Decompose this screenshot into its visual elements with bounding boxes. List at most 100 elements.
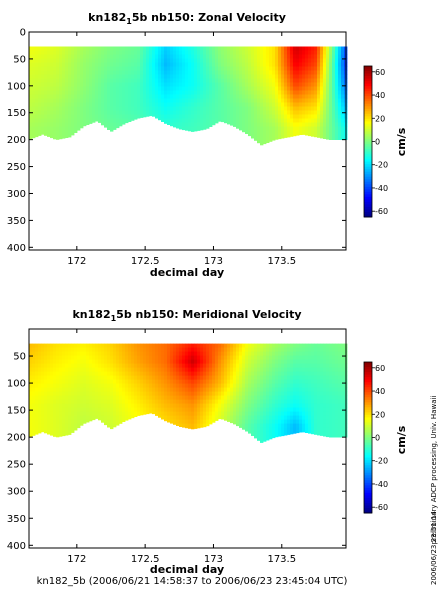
heatmap-cell xyxy=(251,74,255,79)
heatmap-cell xyxy=(50,50,54,55)
heatmap-cell xyxy=(173,355,177,360)
heatmap-cell xyxy=(272,118,276,123)
heatmap-cell xyxy=(248,134,252,137)
heatmap-cell xyxy=(257,399,261,404)
heatmap-cell xyxy=(188,375,192,380)
heatmap-cell xyxy=(47,62,51,67)
heatmap-cell xyxy=(47,371,51,376)
heatmap-cell xyxy=(335,106,339,111)
heatmap-cell xyxy=(257,423,261,428)
heatmap-cell xyxy=(176,359,180,364)
heatmap-cell xyxy=(254,435,258,439)
heatmap-cell xyxy=(116,347,120,352)
heatmap-cell xyxy=(209,106,213,111)
heatmap-cell xyxy=(248,407,252,412)
heatmap-cell xyxy=(47,74,51,79)
heatmap-cell xyxy=(203,118,207,123)
heatmap-cell xyxy=(125,371,129,376)
heatmap-cell xyxy=(260,439,264,443)
heatmap-cell xyxy=(83,50,87,55)
heatmap-cell xyxy=(308,130,312,135)
heatmap-cell xyxy=(143,383,147,388)
heatmap-cell xyxy=(149,54,153,59)
heatmap-cell xyxy=(179,62,183,67)
heatmap-cell xyxy=(284,134,288,138)
heatmap-cell xyxy=(155,82,159,87)
heatmap-cell xyxy=(194,355,198,360)
heatmap-cell xyxy=(338,363,342,368)
heatmap-cell xyxy=(170,359,174,364)
heatmap-cell xyxy=(242,102,246,107)
heatmap-cell xyxy=(341,50,345,55)
heatmap-cell xyxy=(155,110,159,115)
heatmap-cell xyxy=(221,351,225,356)
heatmap-cell xyxy=(302,343,306,348)
heatmap-cell xyxy=(308,415,312,420)
heatmap-cell xyxy=(302,403,306,408)
heatmap-cell xyxy=(65,395,69,400)
heatmap-cell xyxy=(341,46,345,51)
heatmap-cell xyxy=(314,379,318,384)
heatmap-cell xyxy=(212,106,216,111)
heatmap-cell xyxy=(38,367,42,372)
heatmap-cell xyxy=(56,122,60,127)
heatmap-cell xyxy=(119,363,123,368)
heatmap-cell xyxy=(254,431,258,436)
heatmap-cell xyxy=(314,351,318,356)
heatmap-cell xyxy=(320,363,324,368)
heatmap-cell xyxy=(29,375,33,380)
heatmap-cell xyxy=(329,138,333,140)
heatmap-cell xyxy=(332,74,336,79)
heatmap-cell xyxy=(104,419,108,424)
heatmap-cell xyxy=(65,347,69,352)
heatmap-cell xyxy=(266,363,270,368)
heatmap-cell xyxy=(212,343,216,348)
heatmap-cell xyxy=(296,126,300,131)
heatmap-cell xyxy=(335,411,339,416)
heatmap-cell xyxy=(215,367,219,372)
heatmap-cell xyxy=(83,122,87,127)
heatmap-cell xyxy=(197,50,201,55)
heatmap-cell xyxy=(128,371,132,376)
heatmap-cell xyxy=(272,138,276,141)
heatmap-cell xyxy=(167,94,171,99)
heatmap-cell xyxy=(230,118,234,123)
heatmap-cell xyxy=(125,94,129,99)
heatmap-cell xyxy=(113,126,117,130)
heatmap-cell xyxy=(296,90,300,95)
heatmap-cell xyxy=(188,58,192,63)
heatmap-cell xyxy=(260,423,264,428)
heatmap-cell xyxy=(110,114,114,119)
heatmap-cell xyxy=(269,423,273,428)
heatmap-cell xyxy=(218,114,222,119)
heatmap-cell xyxy=(230,54,234,59)
heatmap-cell xyxy=(161,415,165,420)
heatmap-cell xyxy=(287,347,291,352)
heatmap-cell xyxy=(290,46,294,51)
heatmap-cell xyxy=(194,118,198,123)
heatmap-cell xyxy=(86,110,90,115)
heatmap-cell xyxy=(239,54,243,59)
heatmap-cell xyxy=(338,138,342,140)
colorbar-swatch xyxy=(364,397,372,401)
heatmap-cell xyxy=(65,74,69,79)
heatmap-cell xyxy=(62,70,66,75)
heatmap-cell xyxy=(188,94,192,99)
heatmap-cell xyxy=(299,58,303,63)
heatmap-cell xyxy=(188,395,192,400)
heatmap-cell xyxy=(107,122,111,127)
heatmap-cell xyxy=(62,395,66,400)
heatmap-cell xyxy=(86,383,90,388)
heatmap-cell xyxy=(41,375,45,380)
heatmap-cell xyxy=(56,415,60,420)
heatmap-cell xyxy=(260,411,264,416)
heatmap-cell xyxy=(251,423,255,428)
heatmap-cell xyxy=(53,375,57,380)
heatmap-cell xyxy=(47,78,51,83)
heatmap-cell xyxy=(62,50,66,55)
heatmap-cell xyxy=(290,90,294,95)
heatmap-cell xyxy=(317,407,321,412)
heatmap-cell xyxy=(71,130,75,135)
heatmap-cell xyxy=(281,66,285,71)
heatmap-cell xyxy=(62,118,66,123)
